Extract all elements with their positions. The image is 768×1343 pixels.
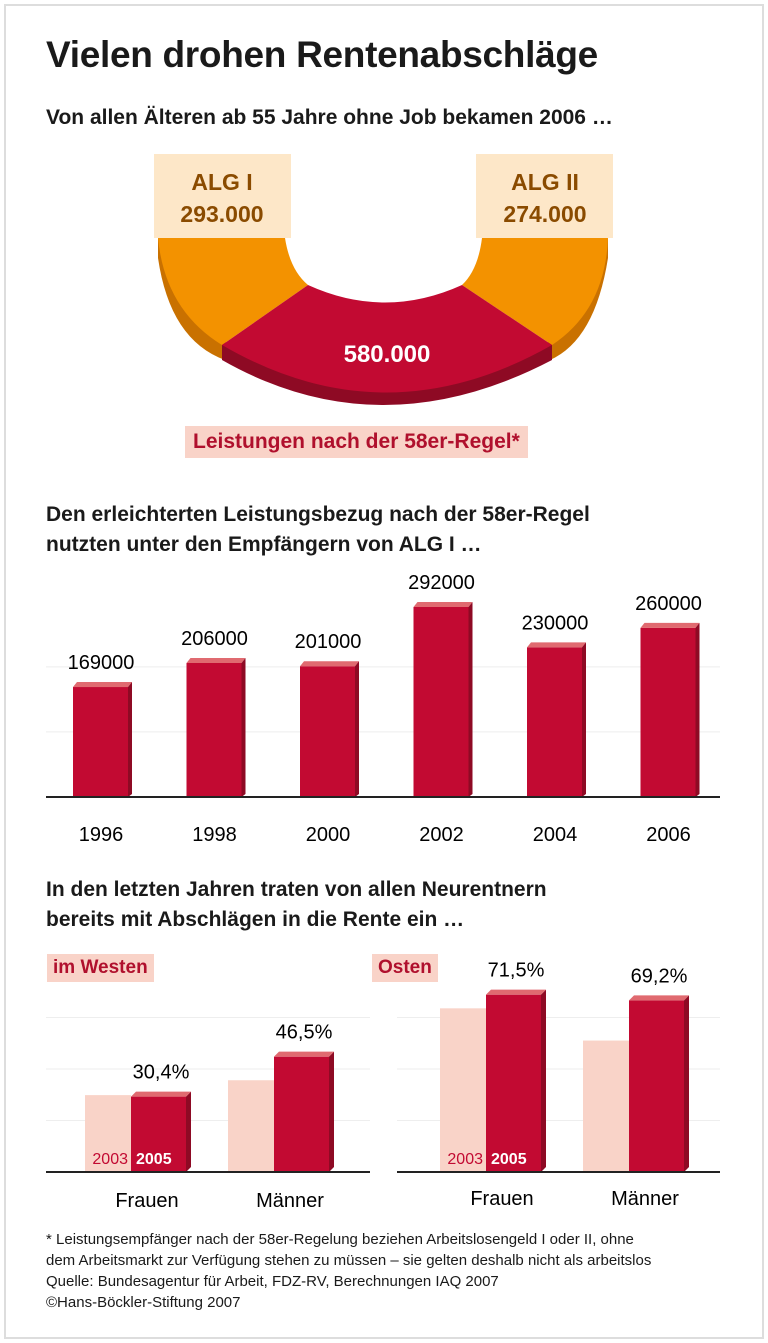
bar-top xyxy=(186,657,246,663)
bar-2005-Frauen-side xyxy=(541,989,546,1172)
subtitle-3b: bereits mit Abschlägen in die Rente ein … xyxy=(46,908,465,931)
page-title: Vielen drohen Rentenabschläge xyxy=(46,34,598,75)
rule58-depth xyxy=(222,340,552,405)
bar-side xyxy=(582,642,586,797)
bar-side xyxy=(128,682,132,797)
category-label: Frauen xyxy=(470,1188,533,1210)
bar-side xyxy=(241,657,246,797)
bar-2003-Frauen xyxy=(85,1095,131,1172)
bar-2000 xyxy=(300,666,355,797)
pension-bar-charts: 30,4% Frauen 2003 2005 46,5% Männer 71,5% Fraue… xyxy=(46,960,720,1212)
value-label: 30,4% xyxy=(133,1062,190,1084)
bar-2003-Männer xyxy=(228,1080,274,1172)
bar-2005-Frauen-top xyxy=(131,1091,191,1097)
bar-2004 xyxy=(527,647,582,797)
bar-side xyxy=(695,622,700,797)
alg2-name: ALG II xyxy=(511,169,579,195)
source-line: Quelle: Bundesagentur für Arbeit, FDZ-RV… xyxy=(46,1273,499,1290)
bar-1996 xyxy=(73,687,128,797)
value-label: 46,5% xyxy=(276,1022,333,1044)
category-label: Männer xyxy=(611,1188,679,1210)
bar-2005-Männer-top xyxy=(629,995,689,1001)
subtitle-2b: nutzten unter den Empfängern von ALG I … xyxy=(46,533,482,556)
alg2-value: 274.000 xyxy=(503,201,586,227)
slice-alg1 xyxy=(158,238,308,345)
frame xyxy=(4,4,764,1339)
bar-top xyxy=(73,682,132,688)
category-label: Frauen xyxy=(115,1190,178,1212)
legend-2005: 2005 xyxy=(136,1151,172,1168)
value-label: 201000 xyxy=(295,631,362,653)
bar-side xyxy=(355,661,359,797)
footnote-line: * Leistungsempfänger nach der 58er-Regel… xyxy=(46,1231,634,1248)
bar-2003-Männer xyxy=(583,1040,629,1172)
legend-2005: 2005 xyxy=(491,1151,527,1168)
value-label: 169000 xyxy=(68,652,135,674)
x-tick-label: 2004 xyxy=(533,824,578,846)
subtitle-2a: Den erleichterten Leistungsbezug nach de… xyxy=(46,503,590,526)
bar-top xyxy=(413,602,473,607)
bar-top xyxy=(640,622,700,628)
bar-1998 xyxy=(186,662,242,797)
bar-2005-Männer-side xyxy=(684,995,689,1172)
x-tick-label: 1998 xyxy=(192,824,237,846)
footnote-line: dem Arbeitsmarkt zur Verfügung stehen zu… xyxy=(46,1252,652,1269)
bar-2005-Frauen-top xyxy=(486,989,546,995)
alg1-value: 293.000 xyxy=(180,201,263,227)
value-label: 206000 xyxy=(181,628,248,650)
bar-2005-Frauen xyxy=(131,1096,186,1172)
value-label: 292000 xyxy=(408,572,475,594)
category-label: Männer xyxy=(256,1190,324,1212)
panel-west-label: im Westen xyxy=(47,954,154,982)
bar-top xyxy=(527,642,586,648)
legend-2003: 2003 xyxy=(92,1151,128,1168)
bar-2005-Männer-side xyxy=(329,1051,334,1172)
value-label: 69,2% xyxy=(631,965,688,987)
bar-2005-Frauen-side xyxy=(186,1091,191,1172)
slice-rule58 xyxy=(222,285,552,393)
value-label: 260000 xyxy=(635,593,702,615)
footnote: * Leistungsempfänger nach der 58er-Regel… xyxy=(46,1229,651,1313)
slice-alg2 xyxy=(462,238,608,345)
legend-2003: 2003 xyxy=(447,1151,483,1168)
alg1-label-bg xyxy=(154,154,291,238)
x-tick-label: 2000 xyxy=(306,824,351,846)
rule58-caption: Leistungen nach der 58er-Regel* xyxy=(185,426,528,458)
bar-side xyxy=(468,602,473,797)
panel-east-label: Osten xyxy=(372,954,438,982)
half-donut-chart: ALG I 293.000 ALG II 274.000 580.000 xyxy=(154,154,613,405)
bar-2006 xyxy=(640,627,696,797)
bar-2005-Männer xyxy=(629,1000,684,1172)
bar-2003-Frauen xyxy=(440,1008,486,1172)
bar-2002 xyxy=(413,607,469,797)
rule58-value: 580.000 xyxy=(344,341,431,368)
alg1-name: ALG I xyxy=(191,169,252,195)
x-tick-label: 2006 xyxy=(646,824,691,846)
copyright-line: ©Hans-Böckler-Stiftung 2007 xyxy=(46,1294,241,1311)
bar-2005-Frauen xyxy=(486,994,541,1172)
alg1-bar-chart: 169000 1996 206000 1998 201000 2000 292000 2002… xyxy=(46,572,720,846)
subtitle-3a: In den letzten Jahren traten von allen N… xyxy=(46,878,547,901)
bar-2005-Männer xyxy=(274,1056,329,1172)
bar-2005-Männer-top xyxy=(274,1051,334,1057)
value-label: 71,5% xyxy=(488,960,545,982)
value-label: 230000 xyxy=(522,612,589,634)
subtitle-1: Von allen Älteren ab 55 Jahre ohne Job b… xyxy=(46,106,613,129)
bar-top xyxy=(300,661,359,667)
alg2-label-bg xyxy=(476,154,613,238)
x-tick-label: 2002 xyxy=(419,824,464,846)
x-tick-label: 1996 xyxy=(79,824,124,846)
